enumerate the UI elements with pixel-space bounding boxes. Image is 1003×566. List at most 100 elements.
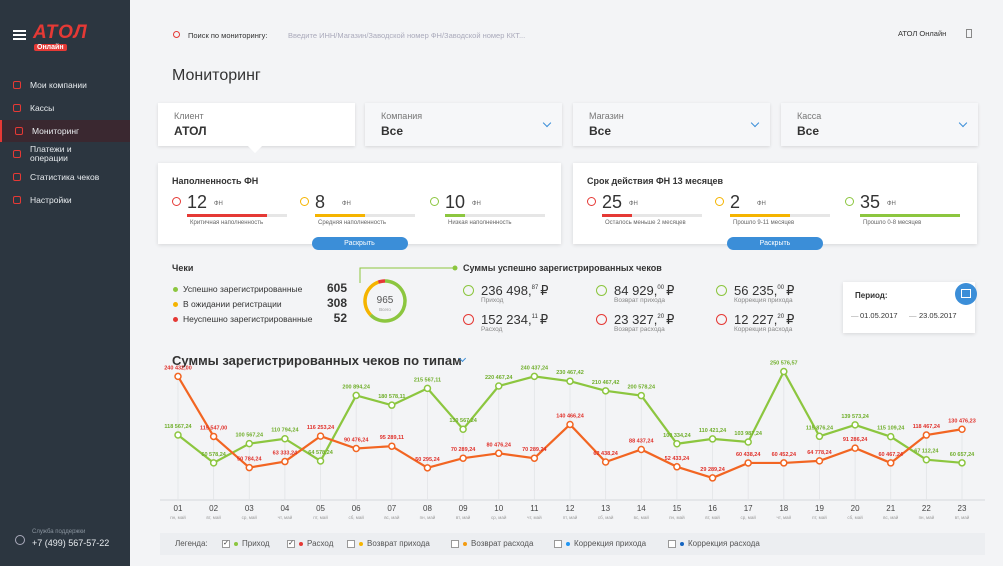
data-point — [637, 391, 646, 400]
sum-kopecks: 00 — [657, 285, 665, 291]
menu-toggle[interactable] — [13, 30, 26, 32]
legend-checkbox[interactable] — [347, 540, 355, 548]
bar-track — [602, 214, 702, 217]
search-icon — [173, 31, 180, 38]
menu-item[interactable]: Кассы — [0, 97, 130, 119]
connector-dot — [452, 265, 458, 271]
fn-unit: ФН — [472, 201, 481, 207]
status-dot — [173, 287, 178, 292]
bar-fill — [730, 214, 790, 217]
legend-checkbox[interactable]: ✓ — [287, 540, 295, 548]
legend-dot — [234, 542, 238, 546]
legend-label: Возврат прихода — [367, 539, 430, 548]
user-name[interactable]: АТОЛ Онлайн — [898, 29, 947, 38]
logout-icon[interactable] — [966, 29, 972, 38]
menu-item[interactable]: Мониторинг — [0, 120, 130, 142]
data-point — [388, 401, 396, 409]
data-label: 110 421,24 — [699, 428, 727, 434]
legend-label: Расход — [307, 539, 334, 548]
donut-label: Всего — [379, 307, 391, 312]
x-tick-sublabel: вт, май — [955, 514, 970, 520]
x-tick-label: 16 — [708, 504, 717, 513]
legend-dot — [299, 542, 303, 546]
period-label: Период: — [855, 291, 888, 300]
filter[interactable]: Магазин Все — [573, 103, 770, 146]
support-phone: +7 (499) 567-57-22 — [32, 538, 110, 548]
filter[interactable]: Касса Все — [781, 103, 978, 146]
data-label: 240 437,24 — [521, 365, 549, 371]
data-label: 139 573,24 — [841, 414, 869, 420]
legend-checkbox[interactable] — [451, 540, 459, 548]
data-point — [459, 454, 467, 462]
x-tick-label: 19 — [815, 504, 824, 513]
x-tick-sublabel: пт, май — [563, 514, 578, 520]
period-from[interactable]: 01.05.2017 — [860, 311, 898, 320]
filter-value: Все — [797, 124, 820, 138]
data-point — [958, 459, 966, 467]
legend-label: Коррекция прихода — [574, 539, 647, 548]
data-point — [886, 432, 895, 441]
legend-checkbox[interactable]: ✓ — [222, 540, 230, 548]
donut-segment — [369, 279, 407, 323]
filter-label: Магазин — [589, 111, 624, 121]
fn-label: Прошло 0-8 месяцев — [863, 220, 922, 226]
expand-button[interactable]: Раскрыть — [311, 237, 408, 250]
menu-item[interactable]: Настройки — [0, 189, 130, 211]
data-point — [209, 459, 218, 467]
menu-item[interactable]: Мои компании — [0, 74, 130, 96]
data-point — [423, 464, 432, 472]
sum-kopecks: 87 — [531, 285, 539, 291]
x-tick-label: 23 — [958, 504, 967, 513]
x-tick-sublabel: пн, май — [669, 514, 685, 520]
data-label: 60 452,24 — [772, 452, 797, 458]
x-tick-label: 05 — [316, 504, 325, 513]
data-label: 63 333,24 — [273, 451, 298, 457]
fn-label: Прошло 9-11 месяцев — [733, 220, 795, 226]
status-dot — [173, 302, 178, 307]
data-label: 29 289,24 — [700, 467, 725, 473]
data-point — [780, 367, 788, 376]
check-label: В ожидании регистрации — [183, 299, 282, 309]
filter-label: Клиент — [174, 111, 204, 121]
data-point — [566, 420, 574, 429]
data-point — [637, 445, 646, 454]
fn-label: Критичная наполненность — [190, 220, 264, 226]
data-label: 70 289,24 — [451, 447, 476, 453]
fn-count: 12 — [187, 192, 208, 212]
menu-item[interactable]: Статистика чеков — [0, 166, 130, 188]
x-tick-sublabel: вт, май — [206, 514, 221, 520]
x-tick-sublabel: ср, май — [491, 514, 507, 520]
data-label: 60 657,24 — [950, 452, 975, 458]
x-tick-sublabel: пт, май — [812, 514, 827, 520]
x-tick-sublabel: вт, май — [705, 514, 720, 520]
sum-icon — [596, 285, 607, 296]
status-icon — [845, 197, 854, 206]
status-icon — [587, 197, 596, 206]
data-label: 130 567,24 — [449, 418, 477, 424]
x-tick-sublabel: пн, май — [919, 514, 935, 520]
menu-item[interactable]: Платежи и операции — [0, 143, 130, 165]
legend-checkbox[interactable] — [554, 540, 562, 548]
filter[interactable]: Компания Все — [365, 103, 562, 146]
menu-icon — [13, 81, 21, 89]
period-to[interactable]: 23.05.2017 — [919, 311, 957, 320]
bar-fill — [860, 214, 960, 217]
data-point — [281, 434, 289, 443]
search-input[interactable]: Введите ИНН/Магазин/Заводской номер ФН/З… — [288, 31, 526, 40]
sum-label: Возврат расхода — [614, 326, 665, 333]
calendar-button[interactable] — [955, 283, 977, 305]
bar-fill — [315, 214, 365, 217]
data-label: 91 286,24 — [843, 437, 868, 443]
x-tick-sublabel: чт, май — [527, 514, 542, 520]
filter[interactable]: Клиент АТОЛ — [158, 103, 355, 154]
x-tick-label: 01 — [174, 504, 183, 513]
x-tick-label: 08 — [423, 504, 432, 513]
legend-checkbox[interactable] — [668, 540, 676, 548]
expand-button[interactable]: Раскрыть — [727, 237, 823, 250]
data-label: 220 467,24 — [485, 375, 513, 381]
data-point — [851, 421, 859, 429]
data-label: 64 578,24 — [308, 450, 333, 456]
menu-icon — [13, 173, 21, 181]
sum-int: 12 227, — [734, 312, 778, 327]
